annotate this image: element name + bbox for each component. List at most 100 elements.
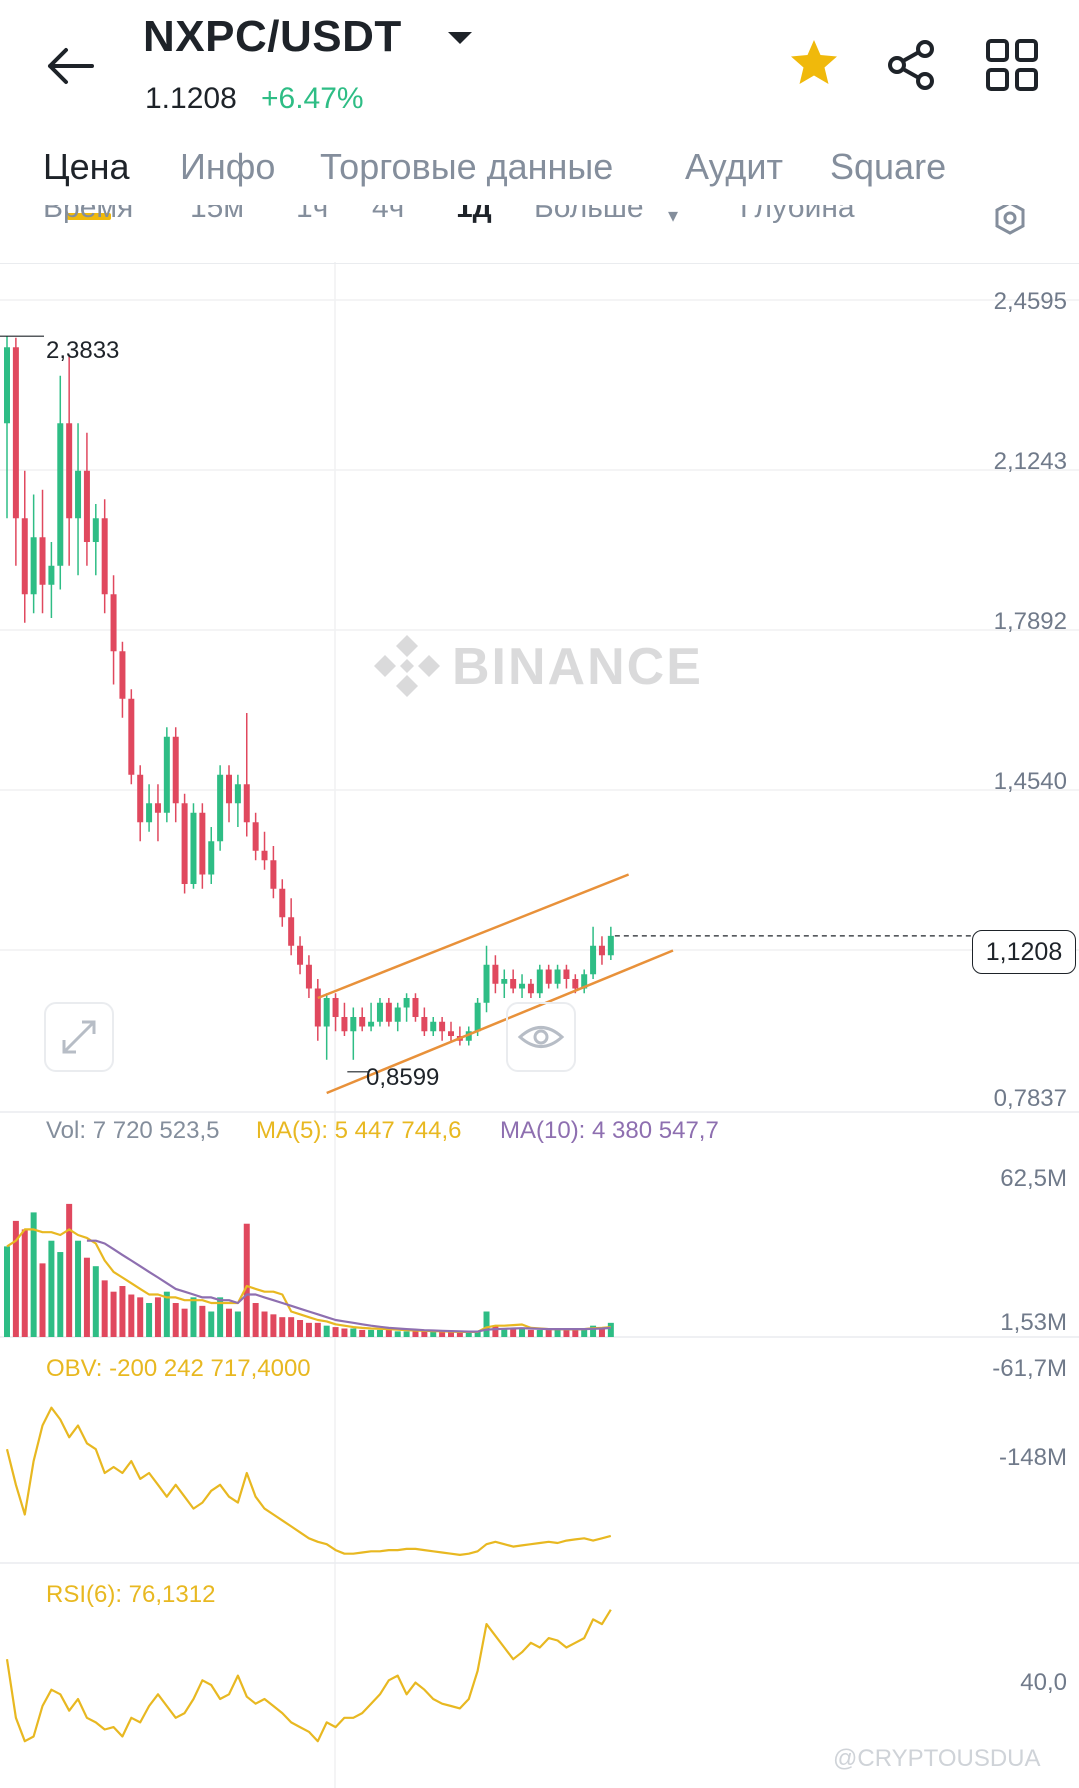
back-arrow-icon[interactable] — [40, 36, 100, 96]
volume-bar — [12, 1220, 19, 1337]
obv-axis-top: -61,7M — [992, 1355, 1067, 1382]
candle-body — [181, 803, 188, 885]
header: NXPC/USDT 1.1208 +6.47% Цена Инфо Торгов… — [0, 0, 1079, 220]
volume-bar — [288, 1317, 295, 1337]
high-price-label: 2,3833 — [46, 337, 120, 364]
interval-4h[interactable]: 4ч — [372, 205, 405, 224]
interval-depth[interactable]: Глубина — [740, 205, 855, 224]
expand-icon[interactable] — [44, 1002, 114, 1072]
candle-body — [252, 822, 259, 851]
volume-bar — [39, 1263, 46, 1337]
last-price: 1.1208 — [145, 82, 237, 115]
candle-body — [323, 998, 330, 1027]
volume-bar — [66, 1203, 73, 1337]
candle-body — [243, 784, 250, 823]
volume-bar — [474, 1331, 481, 1337]
candle-body — [394, 1007, 401, 1022]
volume-bar — [403, 1331, 410, 1337]
watermark-text: BINANCE — [452, 638, 703, 696]
volume-ma10-line — [86, 1239, 611, 1333]
volume-bar — [359, 1329, 366, 1337]
price-axis-label: 1,4540 — [993, 768, 1067, 795]
interval-1h[interactable]: 1ч — [296, 205, 329, 224]
volume-bar — [501, 1328, 508, 1337]
candle-body — [501, 979, 508, 984]
volume-bar — [137, 1297, 144, 1337]
share-icon[interactable] — [883, 36, 941, 94]
binance-logo-icon — [374, 635, 440, 697]
candle-body — [305, 964, 312, 989]
volume-bar — [368, 1329, 375, 1337]
low-price-label: 0,8599 — [366, 1064, 440, 1091]
candle-body — [385, 1002, 392, 1022]
candle-body — [48, 565, 55, 585]
volume-bar — [128, 1294, 135, 1337]
candle-body — [190, 812, 197, 885]
candle-body — [39, 537, 46, 585]
volume-bar — [385, 1329, 392, 1337]
interval-more[interactable]: Больше — [534, 205, 644, 224]
volume-bar — [226, 1308, 232, 1337]
volume-bar — [92, 1266, 99, 1337]
binance-watermark: BINANCE — [372, 633, 712, 699]
chevron-down-icon[interactable]: ▾ — [668, 205, 679, 227]
tab-square[interactable]: Square — [830, 146, 947, 187]
candle-body — [554, 969, 561, 984]
candle-body — [430, 1021, 437, 1032]
pair-title[interactable]: NXPC/USDT — [143, 12, 402, 61]
tab-info[interactable]: Инфо — [180, 146, 276, 187]
interval-bar: Время 15м 1ч 4ч 1д Больше ▾ Глубина — [0, 205, 1079, 264]
eye-icon[interactable] — [506, 1002, 576, 1072]
interval-time[interactable]: Время — [43, 205, 134, 224]
candle-body — [75, 470, 82, 519]
volume-bar — [519, 1328, 526, 1337]
candle-body — [21, 518, 28, 595]
interval-15m[interactable]: 15м — [190, 205, 244, 224]
candle-body — [465, 1031, 472, 1041]
candle-body — [128, 698, 135, 775]
candle-body — [92, 518, 99, 543]
candle-body — [288, 917, 295, 946]
caret-down-icon[interactable] — [440, 18, 480, 58]
star-icon[interactable] — [787, 36, 841, 90]
volume-bar — [563, 1329, 570, 1337]
tab-active-indicator — [67, 213, 111, 220]
candle-body — [234, 784, 241, 804]
candle-body — [527, 983, 534, 994]
candle-body — [30, 537, 37, 595]
interval-1d[interactable]: 1д — [456, 205, 492, 224]
volume-axis-top: 62,5M — [1000, 1165, 1067, 1192]
current-price-tag: 1,1208 — [972, 930, 1076, 974]
grid-icon[interactable] — [983, 36, 1041, 94]
volume-bar — [30, 1212, 37, 1337]
volume-bar — [439, 1331, 446, 1337]
volume-bar — [483, 1311, 490, 1337]
candle-body — [261, 850, 268, 861]
volume-bar — [598, 1328, 605, 1337]
tab-audit[interactable]: Аудит — [685, 146, 784, 187]
tab-price[interactable]: Цена — [43, 146, 130, 187]
volume-bar — [154, 1297, 161, 1337]
volume-bar — [607, 1322, 614, 1337]
candle-body — [510, 979, 517, 989]
candle-body — [146, 803, 153, 823]
volume-bar — [57, 1252, 64, 1337]
volume-bar — [217, 1297, 224, 1337]
candle-body — [598, 945, 605, 956]
ma10-label: MA(10): 4 380 547,7 — [500, 1117, 719, 1144]
candle-body — [368, 1021, 375, 1027]
volume-bar — [314, 1322, 321, 1337]
volume-bar — [341, 1328, 348, 1337]
settings-icon[interactable] — [990, 205, 1030, 247]
candle-body — [474, 1002, 481, 1032]
volume-bar — [75, 1240, 82, 1337]
volume-ma5-line — [6, 1228, 611, 1334]
volume-bar — [279, 1317, 286, 1337]
candle-body — [572, 979, 579, 989]
volume-bar — [163, 1291, 170, 1337]
volume-bar — [297, 1320, 304, 1337]
candle-body — [57, 423, 64, 566]
tab-trading-data[interactable]: Торговые данные — [320, 146, 614, 187]
candle-body — [172, 736, 179, 804]
